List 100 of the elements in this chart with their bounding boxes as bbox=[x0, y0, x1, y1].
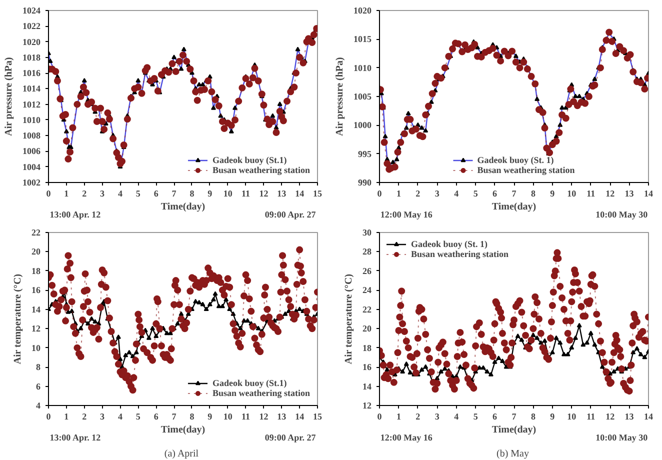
y-tick-label: 16 bbox=[32, 285, 41, 296]
x-tick-label: 2 bbox=[82, 188, 88, 198]
x-tick-label: 6 bbox=[154, 188, 159, 198]
y-tick-label: 10 bbox=[32, 342, 41, 353]
x-tick-label: 9 bbox=[208, 412, 213, 422]
x-tick-label: 9 bbox=[550, 188, 556, 198]
x-tick-label: 3 bbox=[100, 188, 106, 198]
y-tick-label: 22 bbox=[32, 228, 41, 238]
y-tick-label: 1015 bbox=[354, 34, 372, 44]
x-tick-label: 9 bbox=[208, 188, 213, 198]
y-axis-title: Air pressure (hPa) bbox=[334, 57, 346, 136]
text: 10:00 May 30 bbox=[596, 432, 648, 442]
x-axis-title: Time(day) bbox=[492, 424, 536, 436]
x-tick-label: 1 bbox=[64, 412, 70, 422]
y-tick-label: 995 bbox=[358, 148, 372, 159]
x-tick-label: 0 bbox=[46, 412, 52, 422]
x-tick-label: 1 bbox=[396, 412, 402, 422]
x-tick-label: 11 bbox=[586, 412, 596, 422]
x-tick-label: 10 bbox=[223, 412, 233, 422]
x-tick-label: 5 bbox=[136, 188, 141, 198]
x-tick-label: 0 bbox=[377, 412, 382, 422]
x-tick-label: 2 bbox=[82, 412, 88, 422]
y-tick-label: 1020 bbox=[354, 6, 372, 16]
y-tick-label: 14 bbox=[362, 381, 372, 392]
y-tick-label: 1024 bbox=[22, 6, 41, 16]
y-tick-label: 1010 bbox=[22, 114, 41, 125]
x-tick-label: 12 bbox=[259, 412, 269, 422]
x-tick-label: 1 bbox=[396, 188, 402, 198]
x-tick-label: 12 bbox=[259, 188, 269, 198]
x-tick-label: 3 bbox=[434, 188, 440, 198]
text: 10:00 May 30 bbox=[596, 210, 648, 220]
x-axis-title: Time(day) bbox=[492, 202, 536, 212]
x-tick-label: 1 bbox=[64, 188, 70, 198]
y-tick-label: 16 bbox=[362, 362, 372, 372]
y-tick-label: 6 bbox=[36, 381, 41, 392]
x-tick-label: 8 bbox=[530, 188, 536, 198]
x-tick-label: 12 bbox=[606, 412, 616, 422]
x-tick-label: 15 bbox=[313, 412, 322, 422]
y-tick-label: 24 bbox=[362, 285, 372, 296]
x-tick-label: 15 bbox=[313, 188, 322, 198]
y-tick-label: 20 bbox=[362, 324, 372, 334]
x-tick-label: 2 bbox=[416, 412, 421, 422]
x-tick-label: 8 bbox=[190, 188, 195, 198]
y-tick-label: 1000 bbox=[354, 120, 372, 130]
x-tick-label: 0 bbox=[46, 188, 52, 198]
y-tick-label: 26 bbox=[362, 266, 372, 276]
legend-label: Busan weathering station bbox=[212, 388, 310, 398]
y-tick-label: 1016 bbox=[22, 68, 41, 78]
x-tick-label: 13 bbox=[624, 188, 634, 198]
y-tick-label: 18 bbox=[362, 342, 372, 353]
y-tick-label: 22 bbox=[362, 304, 372, 314]
legend-label: Busan weathering station bbox=[477, 165, 575, 175]
x-tick-label: 3 bbox=[434, 412, 440, 422]
y-tick-label: 990 bbox=[358, 178, 372, 188]
x-tick-label: 7 bbox=[512, 412, 517, 422]
y-tick-label: 30 bbox=[362, 228, 372, 238]
legend-label: Busan weathering station bbox=[212, 165, 310, 175]
y-tick-label: 1020 bbox=[22, 36, 41, 47]
legend-label: Gadeok buoy (St.1) bbox=[212, 155, 287, 165]
text: (b) May bbox=[496, 448, 530, 460]
x-axis-title: Time(day) bbox=[160, 424, 206, 436]
y-tick-label: 1008 bbox=[22, 130, 41, 141]
legend-label: Gadeok buoy (St. 1) bbox=[477, 155, 554, 165]
text: 12:00 May 16 bbox=[380, 432, 433, 442]
x-tick-label: 11 bbox=[586, 188, 596, 198]
y-tick-label: 1002 bbox=[22, 178, 41, 188]
x-tick-label: 6 bbox=[492, 412, 498, 422]
text: 12:00 May 16 bbox=[380, 210, 433, 220]
x-tick-label: 5 bbox=[136, 412, 141, 422]
x-tick-label: 12 bbox=[606, 188, 616, 198]
x-tick-label: 7 bbox=[172, 188, 177, 198]
x-tick-label: 13 bbox=[277, 412, 287, 422]
x-tick-label: 8 bbox=[190, 412, 195, 422]
x-tick-label: 2 bbox=[416, 188, 421, 198]
y-tick-label: 12 bbox=[32, 324, 41, 334]
y-tick-label: 1018 bbox=[22, 52, 41, 62]
x-tick-label: 5 bbox=[473, 188, 478, 198]
legend-label: Gadeok buoy (St. 1) bbox=[411, 239, 488, 249]
text: 13:00 Apr. 12 bbox=[50, 210, 102, 220]
x-tick-label: 10 bbox=[567, 412, 577, 422]
x-tick-label: 4 bbox=[454, 188, 460, 198]
y-tick-label: 1004 bbox=[22, 162, 41, 172]
y-tick-label: 4 bbox=[36, 400, 41, 410]
x-tick-label: 4 bbox=[118, 188, 123, 198]
y-axis-title: Air temperature (°C) bbox=[344, 274, 354, 364]
x-tick-label: 14 bbox=[644, 188, 654, 198]
x-tick-label: 5 bbox=[473, 412, 478, 422]
x-tick-label: 3 bbox=[100, 412, 106, 422]
text: 13:00 Apr. 12 bbox=[50, 432, 102, 442]
y-tick-label: 1012 bbox=[22, 99, 41, 110]
y-axis-title: Air pressure (hPa) bbox=[4, 57, 14, 136]
x-tick-label: 0 bbox=[377, 188, 382, 198]
x-axis-title: Time(day) bbox=[160, 202, 206, 212]
x-tick-label: 8 bbox=[530, 412, 536, 422]
x-tick-label: 11 bbox=[242, 188, 251, 198]
y-tick-label: 1022 bbox=[22, 21, 41, 32]
text: (a) April bbox=[164, 448, 199, 460]
x-tick-label: 4 bbox=[454, 412, 460, 422]
y-tick-label: 1006 bbox=[22, 146, 41, 156]
x-tick-label: 13 bbox=[624, 412, 634, 422]
